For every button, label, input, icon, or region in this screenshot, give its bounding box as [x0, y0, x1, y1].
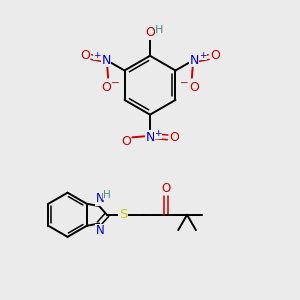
- Text: O: O: [169, 131, 179, 144]
- Text: O: O: [80, 49, 90, 62]
- Text: O: O: [162, 182, 171, 195]
- Text: N: N: [95, 224, 104, 237]
- Text: −: −: [122, 131, 130, 141]
- Text: +: +: [199, 50, 206, 59]
- Text: O: O: [121, 135, 131, 148]
- Text: N: N: [145, 131, 155, 144]
- Text: S: S: [119, 208, 127, 221]
- Text: −: −: [180, 78, 189, 88]
- Text: O: O: [210, 49, 220, 62]
- Text: O: O: [101, 81, 111, 94]
- Text: H: H: [103, 190, 111, 200]
- Text: N: N: [101, 53, 111, 67]
- Text: H: H: [155, 25, 164, 35]
- Text: O: O: [189, 81, 199, 94]
- Text: +: +: [154, 129, 162, 138]
- Text: +: +: [94, 50, 101, 59]
- Text: N: N: [189, 53, 199, 67]
- Text: −: −: [111, 78, 120, 88]
- Text: N: N: [95, 192, 104, 205]
- Text: O: O: [145, 26, 155, 39]
